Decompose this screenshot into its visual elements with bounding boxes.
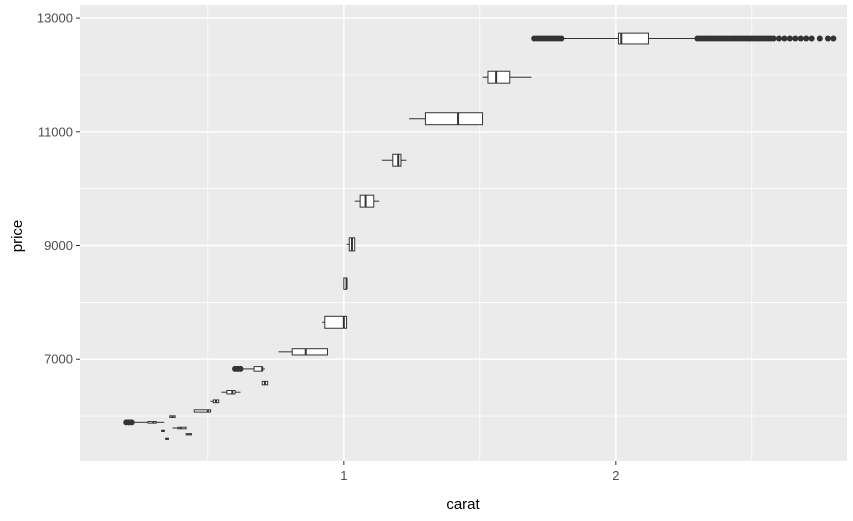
outlier-point [237, 365, 244, 372]
x-axis-title: carat [446, 496, 480, 513]
box [123, 419, 165, 426]
box [278, 348, 329, 356]
box [185, 433, 193, 436]
box-iqr [487, 70, 511, 84]
y-tick-label: 9000 [44, 238, 73, 253]
box [165, 437, 169, 440]
outlier-point [808, 35, 815, 42]
box-iqr [253, 366, 263, 372]
box [172, 426, 187, 430]
major-gridlines [80, 5, 847, 461]
box [354, 194, 380, 208]
box-iqr [291, 348, 329, 356]
outlier-point [786, 35, 793, 42]
box [322, 315, 348, 329]
outlier-point [824, 35, 831, 42]
box [161, 429, 165, 432]
outlier-point [128, 419, 135, 426]
minor-gridlines [80, 5, 847, 461]
box [343, 277, 348, 290]
box-iqr [359, 194, 375, 208]
box-iqr [392, 153, 402, 167]
outlier-point [830, 35, 837, 42]
box [531, 32, 837, 45]
box [409, 112, 484, 126]
outlier-point [781, 35, 788, 42]
box [346, 237, 356, 252]
plot-panel [80, 5, 847, 461]
outlier-point [792, 35, 799, 42]
box-iqr [424, 112, 484, 126]
box [210, 399, 220, 404]
box-iqr [177, 426, 187, 430]
y-axis-title: price [9, 220, 26, 253]
outlier-point [770, 35, 777, 42]
outlier-point [776, 35, 783, 42]
box [169, 415, 176, 418]
box [261, 380, 269, 386]
x-tick-label: 2 [612, 468, 619, 483]
box-iqr [226, 389, 236, 395]
outlier-point [797, 35, 804, 42]
box [221, 389, 241, 395]
box [193, 409, 212, 413]
box [232, 365, 265, 372]
outlier-point [558, 35, 565, 42]
y-tick-label: 11000 [38, 124, 73, 139]
box [482, 70, 532, 84]
box-iqr [324, 315, 348, 329]
boxes-layer [123, 32, 837, 440]
box-iqr [618, 32, 649, 45]
outlier-point [803, 35, 810, 42]
box-iqr [147, 421, 157, 424]
y-axis-ticks: 7000 9000 11000 13000 [37, 11, 80, 367]
box-iqr [193, 409, 212, 413]
y-tick-label: 13000 [37, 11, 73, 26]
box [381, 153, 407, 167]
x-tick-label: 1 [340, 468, 347, 483]
y-tick-label: 7000 [44, 352, 73, 367]
outlier-point [816, 35, 823, 42]
